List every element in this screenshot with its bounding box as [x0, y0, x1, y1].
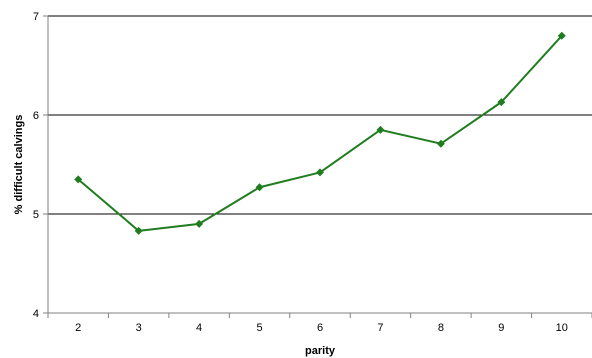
series-line — [77, 35, 563, 232]
y-tick-labels: 4 5 6 7 — [33, 11, 39, 320]
data-point-marker — [74, 175, 83, 184]
x-tick-label: 5 — [256, 322, 262, 334]
data-point-marker — [497, 98, 506, 107]
x-axis-title: parity — [305, 345, 336, 357]
data-point-marker — [255, 183, 264, 192]
data-point-marker — [195, 219, 204, 228]
x-tick-label: 10 — [556, 322, 568, 334]
data-point-marker — [134, 226, 143, 235]
gridlines — [48, 15, 592, 215]
series-markers — [74, 31, 566, 235]
y-tick-label: 4 — [33, 308, 39, 320]
x-tick-label: 3 — [136, 322, 142, 334]
x-tick-label: 6 — [317, 322, 323, 334]
y-axis-title: % difficult calvings — [13, 115, 25, 215]
x-tick-label: 9 — [498, 322, 504, 334]
y-tick-label: 5 — [33, 209, 39, 221]
y-tick-label: 6 — [33, 110, 39, 122]
x-tick-label: 8 — [438, 322, 444, 334]
data-point-marker — [376, 125, 385, 134]
x-tick-label: 2 — [75, 322, 81, 334]
data-point-marker — [557, 31, 566, 40]
axes — [43, 15, 592, 318]
data-point-marker — [436, 139, 445, 148]
x-tick-labels: 2 3 4 5 6 7 8 9 10 — [75, 322, 568, 334]
y-tick-label: 7 — [33, 11, 39, 23]
data-point-marker — [316, 168, 324, 177]
x-tick-label: 7 — [377, 322, 383, 334]
x-tick-label: 4 — [196, 322, 202, 334]
series-line-group — [77, 35, 563, 232]
